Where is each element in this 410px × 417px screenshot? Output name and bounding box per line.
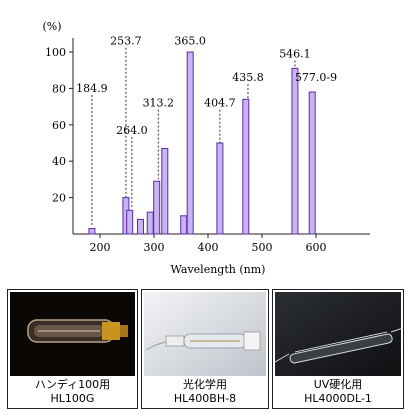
- product-gallery: ハンディ100用 HL100G 光化学用: [7, 289, 404, 409]
- data-label: 313.2: [143, 97, 175, 110]
- chart-bar: [161, 147, 169, 235]
- chart-annotations: 184.9 253.7 264.0 313.2 365.0 404.7 435.8 546.1…: [76, 35, 337, 225]
- product-card-photochemistry: 光化学用 HL400BH-8: [141, 289, 269, 409]
- chart-bar: [216, 142, 224, 235]
- data-label: 546.1: [279, 47, 311, 60]
- chart-bar: [242, 98, 250, 235]
- product-model: HL4000DL-1: [304, 392, 372, 405]
- data-label: 435.8: [232, 71, 264, 84]
- chart-bars: [88, 51, 316, 235]
- chart-bar: [308, 91, 316, 235]
- data-label: 253.7: [110, 35, 142, 48]
- data-label: 184.9: [76, 82, 108, 95]
- product-name: UV硬化用: [313, 378, 363, 391]
- chart-bar: [137, 218, 144, 235]
- y-axis-label: (%): [42, 20, 61, 33]
- data-label: 365.0: [174, 35, 206, 48]
- spectrum-chart: 20 40 60 80 100 200 300 400 500 600 184.9 253.7 264…: [42, 20, 370, 276]
- x-tick-label: 600: [306, 241, 327, 254]
- product-name: ハンディ100用: [34, 378, 111, 391]
- chart-bar: [126, 209, 134, 235]
- product-photo-photochemistry-lamp: [144, 292, 266, 376]
- x-tick-label: 200: [90, 241, 111, 254]
- chart-bar: [146, 211, 154, 235]
- x-axis-label: Wavelength (nm): [171, 263, 266, 276]
- product-photo-uv-curing-lamp: [275, 292, 401, 376]
- x-tick-label: 300: [144, 241, 165, 254]
- product-card-uv-curing: UV硬化用 HL4000DL-1: [272, 289, 404, 409]
- x-tick-label: 500: [252, 241, 273, 254]
- product-name: 光化学用: [183, 378, 227, 391]
- chart-bar: [88, 228, 96, 235]
- product-card-handy: ハンディ100用 HL100G: [7, 289, 138, 409]
- chart-bar: [153, 180, 161, 235]
- chart-bar: [291, 67, 299, 235]
- y-tick-label: 80: [52, 82, 66, 95]
- chart-bar: [180, 215, 188, 235]
- data-label: 264.0: [116, 124, 148, 137]
- product-model: HL400BH-8: [173, 392, 237, 405]
- data-label: 577.0-9: [295, 71, 337, 84]
- product-model: HL100G: [50, 392, 95, 405]
- y-tick-label: 60: [52, 119, 66, 132]
- y-tick-label: 20: [52, 192, 66, 205]
- data-label: 404.7: [204, 97, 236, 110]
- chart-bar: [186, 51, 194, 235]
- y-tick-label: 100: [45, 46, 66, 59]
- product-photo-handy-lamp: [10, 292, 135, 376]
- x-tick-label: 400: [198, 241, 219, 254]
- y-tick-label: 40: [52, 155, 66, 168]
